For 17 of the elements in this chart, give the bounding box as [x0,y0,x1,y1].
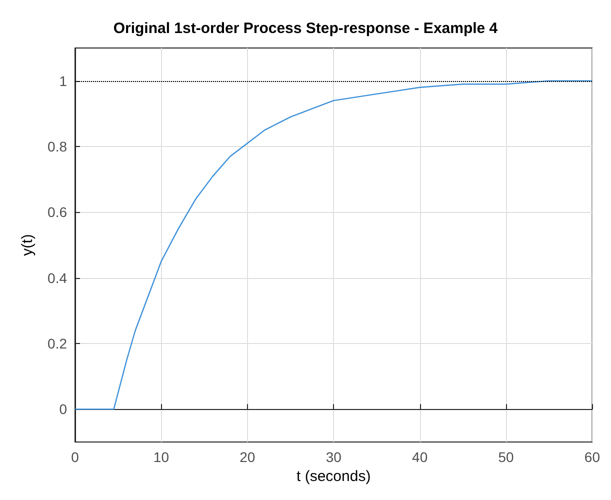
y-tick-label: 0.8 [48,138,68,154]
y-tick-label: 0.4 [48,270,68,286]
y-tick-label: 1 [59,72,68,89]
x-axis-title: t (seconds) [296,468,371,485]
x-tick-label: 50 [498,449,514,465]
chart-title: Original 1st-order Process Step-response - Example 4 [113,20,498,37]
x-tick-label: 20 [240,449,256,465]
y-tick-label: 0.2 [48,336,68,352]
x-tick-label: 10 [153,449,170,465]
y-tick-label: 0.6 [48,204,68,220]
x-tick-label: 60 [584,449,600,465]
y-tick-label: 0 [59,401,68,418]
x-tick-label: 30 [326,449,342,465]
line-series [74,80,593,410]
y-axis-title: y(t) [19,234,36,256]
x-tick-label: 0 [71,449,80,465]
x-tick-label: 40 [412,449,428,465]
